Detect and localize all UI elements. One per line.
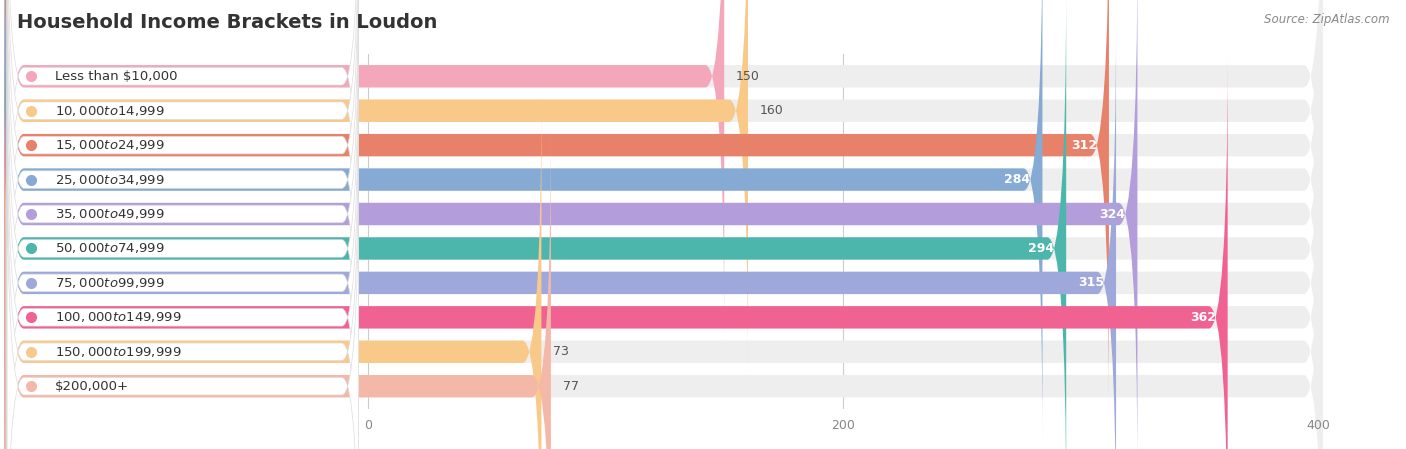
FancyBboxPatch shape xyxy=(4,0,1323,449)
FancyBboxPatch shape xyxy=(7,0,359,343)
FancyBboxPatch shape xyxy=(7,85,359,449)
FancyBboxPatch shape xyxy=(4,0,748,375)
Text: $200,000+: $200,000+ xyxy=(55,380,128,393)
FancyBboxPatch shape xyxy=(4,0,1066,449)
FancyBboxPatch shape xyxy=(4,0,1323,375)
Text: $75,000 to $99,999: $75,000 to $99,999 xyxy=(55,276,165,290)
FancyBboxPatch shape xyxy=(7,51,359,449)
Text: Household Income Brackets in Loudon: Household Income Brackets in Loudon xyxy=(17,13,437,32)
Text: $35,000 to $49,999: $35,000 to $49,999 xyxy=(55,207,165,221)
FancyBboxPatch shape xyxy=(4,0,1137,449)
Text: $10,000 to $14,999: $10,000 to $14,999 xyxy=(55,104,165,118)
FancyBboxPatch shape xyxy=(4,122,1323,449)
FancyBboxPatch shape xyxy=(7,16,359,449)
Text: $25,000 to $34,999: $25,000 to $34,999 xyxy=(55,172,165,187)
Text: 294: 294 xyxy=(1028,242,1054,255)
FancyBboxPatch shape xyxy=(4,0,1323,341)
FancyBboxPatch shape xyxy=(4,18,1116,449)
Text: 73: 73 xyxy=(554,345,569,358)
FancyBboxPatch shape xyxy=(7,119,359,449)
FancyBboxPatch shape xyxy=(4,0,724,341)
Text: Source: ZipAtlas.com: Source: ZipAtlas.com xyxy=(1264,13,1389,26)
FancyBboxPatch shape xyxy=(4,0,1109,409)
FancyBboxPatch shape xyxy=(4,88,1323,449)
FancyBboxPatch shape xyxy=(4,53,1227,449)
FancyBboxPatch shape xyxy=(7,0,359,308)
FancyBboxPatch shape xyxy=(4,88,541,449)
Text: $15,000 to $24,999: $15,000 to $24,999 xyxy=(55,138,165,152)
Text: $150,000 to $199,999: $150,000 to $199,999 xyxy=(55,345,181,359)
FancyBboxPatch shape xyxy=(4,53,1323,449)
Text: 77: 77 xyxy=(562,380,579,393)
Text: 362: 362 xyxy=(1189,311,1216,324)
FancyBboxPatch shape xyxy=(7,154,359,449)
Text: 312: 312 xyxy=(1071,139,1097,152)
FancyBboxPatch shape xyxy=(4,0,1323,444)
FancyBboxPatch shape xyxy=(4,0,1323,449)
Text: 315: 315 xyxy=(1078,277,1104,290)
FancyBboxPatch shape xyxy=(4,0,1323,409)
FancyBboxPatch shape xyxy=(4,0,1042,444)
Text: 284: 284 xyxy=(1004,173,1031,186)
Text: Less than $10,000: Less than $10,000 xyxy=(55,70,177,83)
FancyBboxPatch shape xyxy=(4,18,1323,449)
Text: $100,000 to $149,999: $100,000 to $149,999 xyxy=(55,310,181,324)
Text: 150: 150 xyxy=(737,70,761,83)
Text: 160: 160 xyxy=(759,104,783,117)
Text: $50,000 to $74,999: $50,000 to $74,999 xyxy=(55,242,165,255)
FancyBboxPatch shape xyxy=(7,0,359,446)
FancyBboxPatch shape xyxy=(4,122,551,449)
FancyBboxPatch shape xyxy=(7,0,359,412)
Text: 324: 324 xyxy=(1099,207,1126,220)
FancyBboxPatch shape xyxy=(7,0,359,378)
